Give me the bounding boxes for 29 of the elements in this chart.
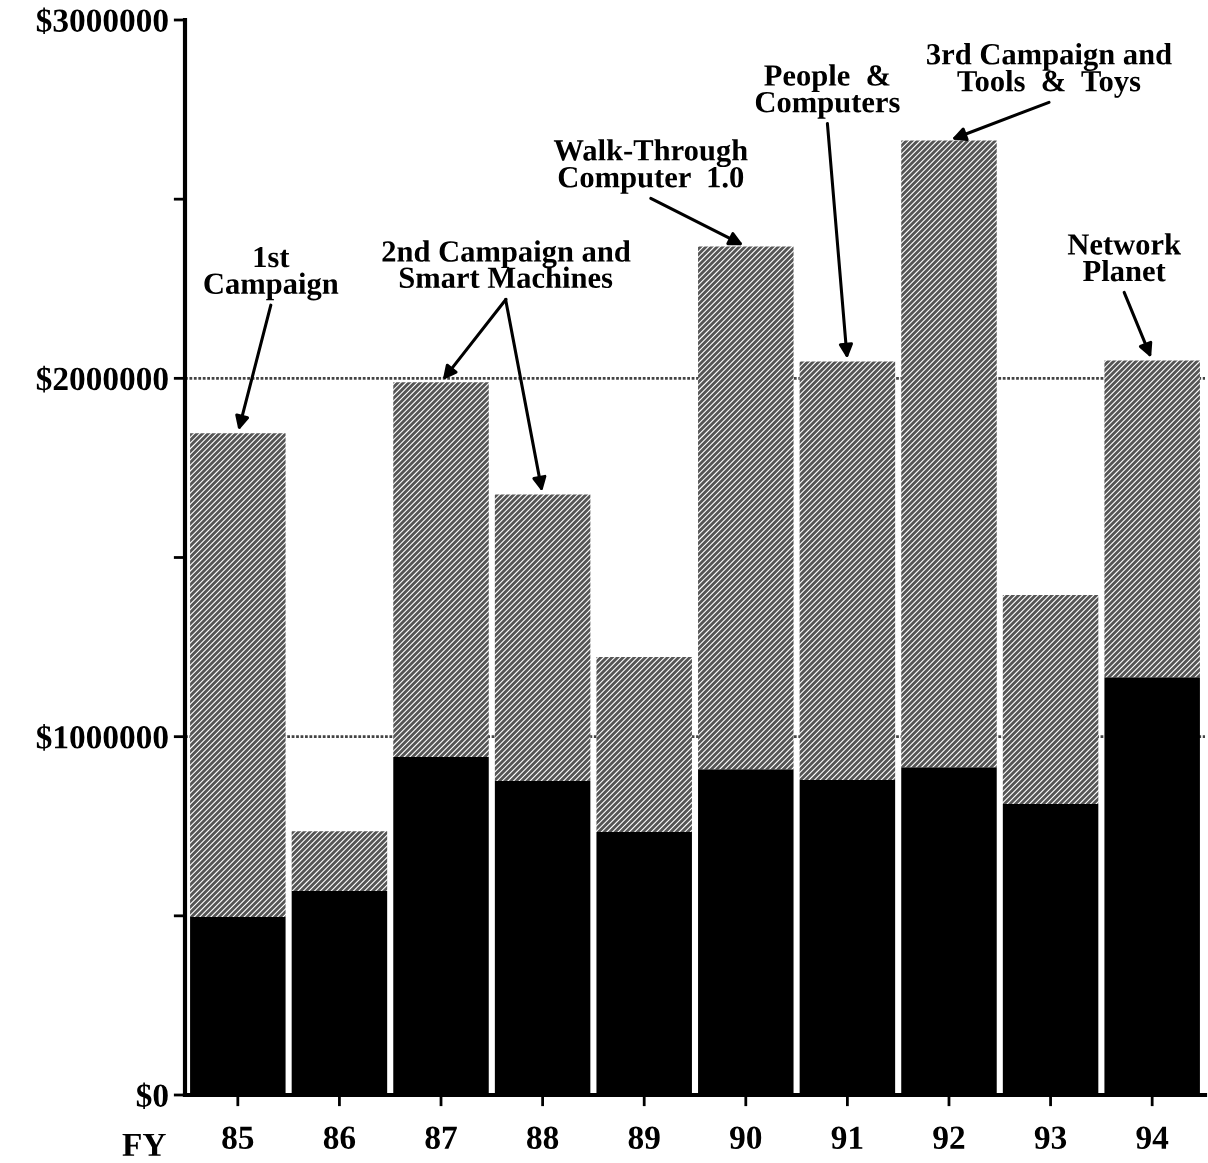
y-tick-label: $0 <box>136 1082 168 1110</box>
bar <box>698 246 794 770</box>
x-tick-label: 90 <box>730 1126 762 1150</box>
bar <box>799 361 896 781</box>
bar <box>291 831 388 892</box>
annotation: Walk-Through Computer 1.0 <box>553 139 748 194</box>
x-axis-title: FY <box>122 1133 166 1156</box>
x-tick-label: 85 <box>222 1126 254 1150</box>
x-tick-label: 88 <box>527 1126 559 1150</box>
x-tick-label: 89 <box>628 1126 660 1150</box>
annotation: People & Computers <box>755 64 900 119</box>
bar <box>1104 360 1200 678</box>
x-tick-label: 94 <box>1136 1126 1169 1150</box>
annotation: Network Planet <box>1067 233 1181 282</box>
x-tick-label: 91 <box>831 1126 863 1150</box>
bar <box>1002 595 1099 805</box>
x-tick-label: 87 <box>425 1126 457 1150</box>
bar <box>494 494 591 782</box>
y-tick-label: $3000000 <box>36 7 168 35</box>
y-tick-label: $2000000 <box>36 365 168 393</box>
annotation: 1st Campaign <box>204 246 339 301</box>
y-tick-label: $1000000 <box>36 724 168 751</box>
x-tick-label: 92 <box>933 1126 965 1150</box>
annotation: 3rd Campaign and Tools & Toys <box>927 43 1172 98</box>
x-tick-label: 93 <box>1034 1126 1067 1150</box>
x-tick-label: 86 <box>323 1126 356 1150</box>
bar <box>901 140 997 768</box>
bar <box>393 382 489 758</box>
bar <box>596 657 692 832</box>
